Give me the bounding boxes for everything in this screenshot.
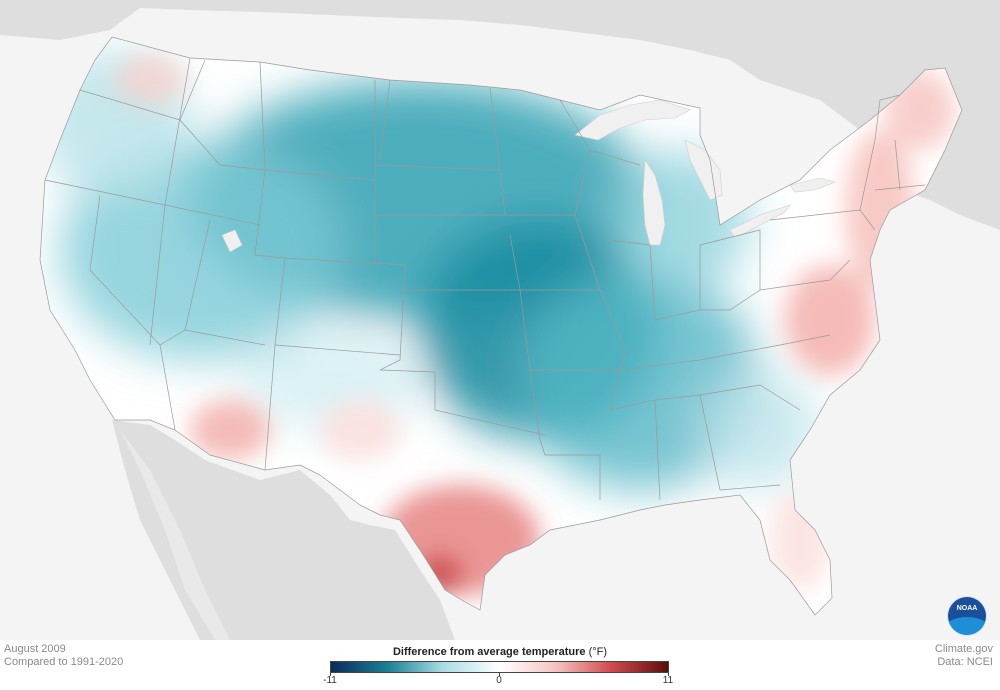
tick-label-min: -11 [323,675,337,686]
lake-ontario [789,177,836,193]
legend-title-text: Difference from average temperature [392,646,586,658]
tick-label-max: 11 [662,675,674,686]
great-salt-lake [221,229,243,253]
great-lakes [221,99,836,253]
legend-colorbar [330,661,669,673]
lake-erie [729,204,791,239]
noaa-logo: NOAA [948,597,986,635]
tick-mark-max [668,673,669,676]
tick-label-mid: 0 [496,675,502,686]
baseline-label: Compared to 1991-2020 [4,656,124,668]
lake-superior [574,99,691,141]
noaa-logo-wave [948,617,986,635]
lake-michigan [642,159,666,246]
legend-title: Difference from average temperature (°F) [300,646,700,658]
credit-data: Data: NCEI [937,656,993,668]
tick-mark-mid [499,673,500,676]
legend-unit: (°F) [588,646,608,658]
state-borders [39,36,963,616]
footer-info: August 2009 Compared to 1991-2020 [4,643,123,669]
footer: August 2009 Compared to 1991-2020 Differ… [0,640,1000,690]
temperature-anomaly-map [0,0,1000,640]
credit-site: Climate.gov [934,643,993,655]
noaa-logo-text: NOAA [956,605,978,612]
footer-credits: Climate.gov Data: NCEI [935,643,993,669]
period-label: August 2009 [4,643,66,655]
surrounding-land [0,0,1000,640]
tick-mark-min [330,673,331,676]
